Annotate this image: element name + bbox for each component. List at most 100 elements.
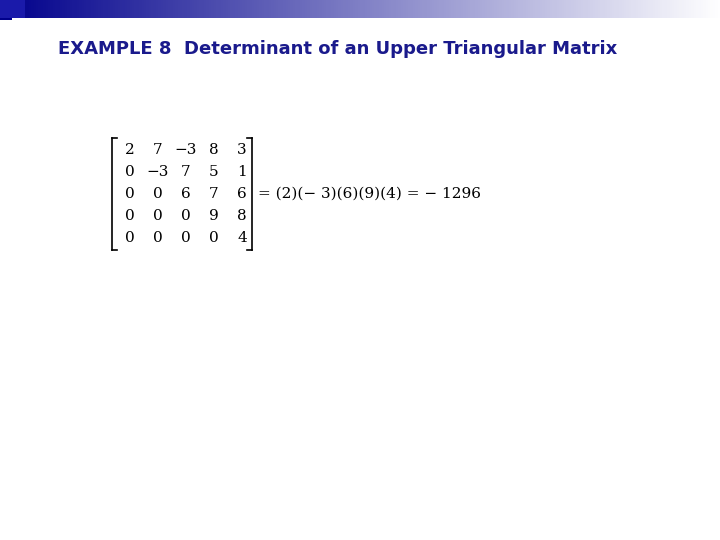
- Bar: [441, 0, 444, 18]
- Bar: [14, 0, 17, 18]
- Bar: [549, 0, 552, 18]
- Bar: [473, 0, 475, 18]
- Text: 3: 3: [237, 143, 247, 157]
- Bar: [156, 0, 158, 18]
- Bar: [593, 0, 595, 18]
- Text: 6: 6: [181, 187, 191, 201]
- Text: 9: 9: [209, 209, 219, 223]
- Bar: [108, 0, 110, 18]
- Bar: [214, 0, 216, 18]
- Bar: [336, 0, 338, 18]
- Bar: [110, 0, 113, 18]
- Bar: [48, 0, 50, 18]
- Bar: [22, 0, 24, 18]
- Bar: [74, 0, 77, 18]
- Bar: [36, 0, 38, 18]
- Bar: [228, 0, 230, 18]
- Text: 5: 5: [210, 165, 219, 179]
- Bar: [94, 0, 96, 18]
- Bar: [135, 0, 137, 18]
- Bar: [163, 0, 166, 18]
- Bar: [636, 0, 639, 18]
- Text: 0: 0: [153, 231, 163, 245]
- Bar: [387, 0, 389, 18]
- Bar: [300, 0, 302, 18]
- Text: 4: 4: [237, 231, 247, 245]
- Bar: [115, 0, 117, 18]
- Bar: [295, 0, 297, 18]
- Bar: [430, 0, 432, 18]
- Bar: [389, 0, 391, 18]
- Bar: [207, 0, 209, 18]
- Bar: [343, 0, 346, 18]
- Bar: [662, 0, 665, 18]
- Bar: [564, 0, 567, 18]
- Bar: [281, 0, 283, 18]
- Bar: [382, 0, 384, 18]
- Bar: [610, 0, 612, 18]
- Bar: [502, 0, 504, 18]
- Bar: [650, 0, 653, 18]
- Bar: [86, 0, 89, 18]
- Bar: [672, 0, 675, 18]
- Bar: [305, 0, 307, 18]
- Bar: [79, 0, 81, 18]
- Bar: [521, 0, 523, 18]
- Bar: [384, 0, 387, 18]
- Bar: [223, 0, 225, 18]
- Bar: [151, 0, 153, 18]
- Bar: [362, 0, 365, 18]
- Bar: [84, 0, 86, 18]
- Text: 0: 0: [153, 209, 163, 223]
- Bar: [225, 0, 228, 18]
- Bar: [401, 0, 403, 18]
- Bar: [120, 0, 122, 18]
- Bar: [639, 0, 641, 18]
- Bar: [576, 0, 578, 18]
- Bar: [348, 0, 351, 18]
- Bar: [437, 0, 439, 18]
- Bar: [619, 0, 621, 18]
- Bar: [240, 0, 243, 18]
- Bar: [317, 0, 319, 18]
- Bar: [571, 0, 574, 18]
- Bar: [665, 0, 667, 18]
- Bar: [547, 0, 549, 18]
- Bar: [182, 0, 185, 18]
- Bar: [600, 0, 603, 18]
- Bar: [315, 0, 317, 18]
- Bar: [41, 0, 43, 18]
- Bar: [7, 0, 9, 18]
- Bar: [518, 0, 521, 18]
- Bar: [149, 0, 151, 18]
- Bar: [701, 0, 703, 18]
- Bar: [319, 0, 322, 18]
- Bar: [211, 0, 214, 18]
- Bar: [423, 0, 425, 18]
- Bar: [254, 0, 257, 18]
- Bar: [617, 0, 619, 18]
- Bar: [449, 0, 451, 18]
- Bar: [117, 0, 120, 18]
- Bar: [106, 0, 108, 18]
- Bar: [171, 0, 173, 18]
- Bar: [243, 0, 245, 18]
- Bar: [595, 0, 598, 18]
- Bar: [711, 0, 713, 18]
- Bar: [444, 0, 446, 18]
- Bar: [161, 0, 163, 18]
- Bar: [5, 0, 7, 18]
- Bar: [526, 0, 528, 18]
- Bar: [667, 0, 670, 18]
- Bar: [17, 0, 19, 18]
- Bar: [585, 0, 588, 18]
- Bar: [19, 0, 22, 18]
- Bar: [567, 0, 569, 18]
- Bar: [286, 0, 288, 18]
- Text: 0: 0: [181, 231, 191, 245]
- Bar: [89, 0, 91, 18]
- Bar: [235, 0, 238, 18]
- Bar: [499, 0, 502, 18]
- Bar: [372, 0, 374, 18]
- Bar: [696, 0, 698, 18]
